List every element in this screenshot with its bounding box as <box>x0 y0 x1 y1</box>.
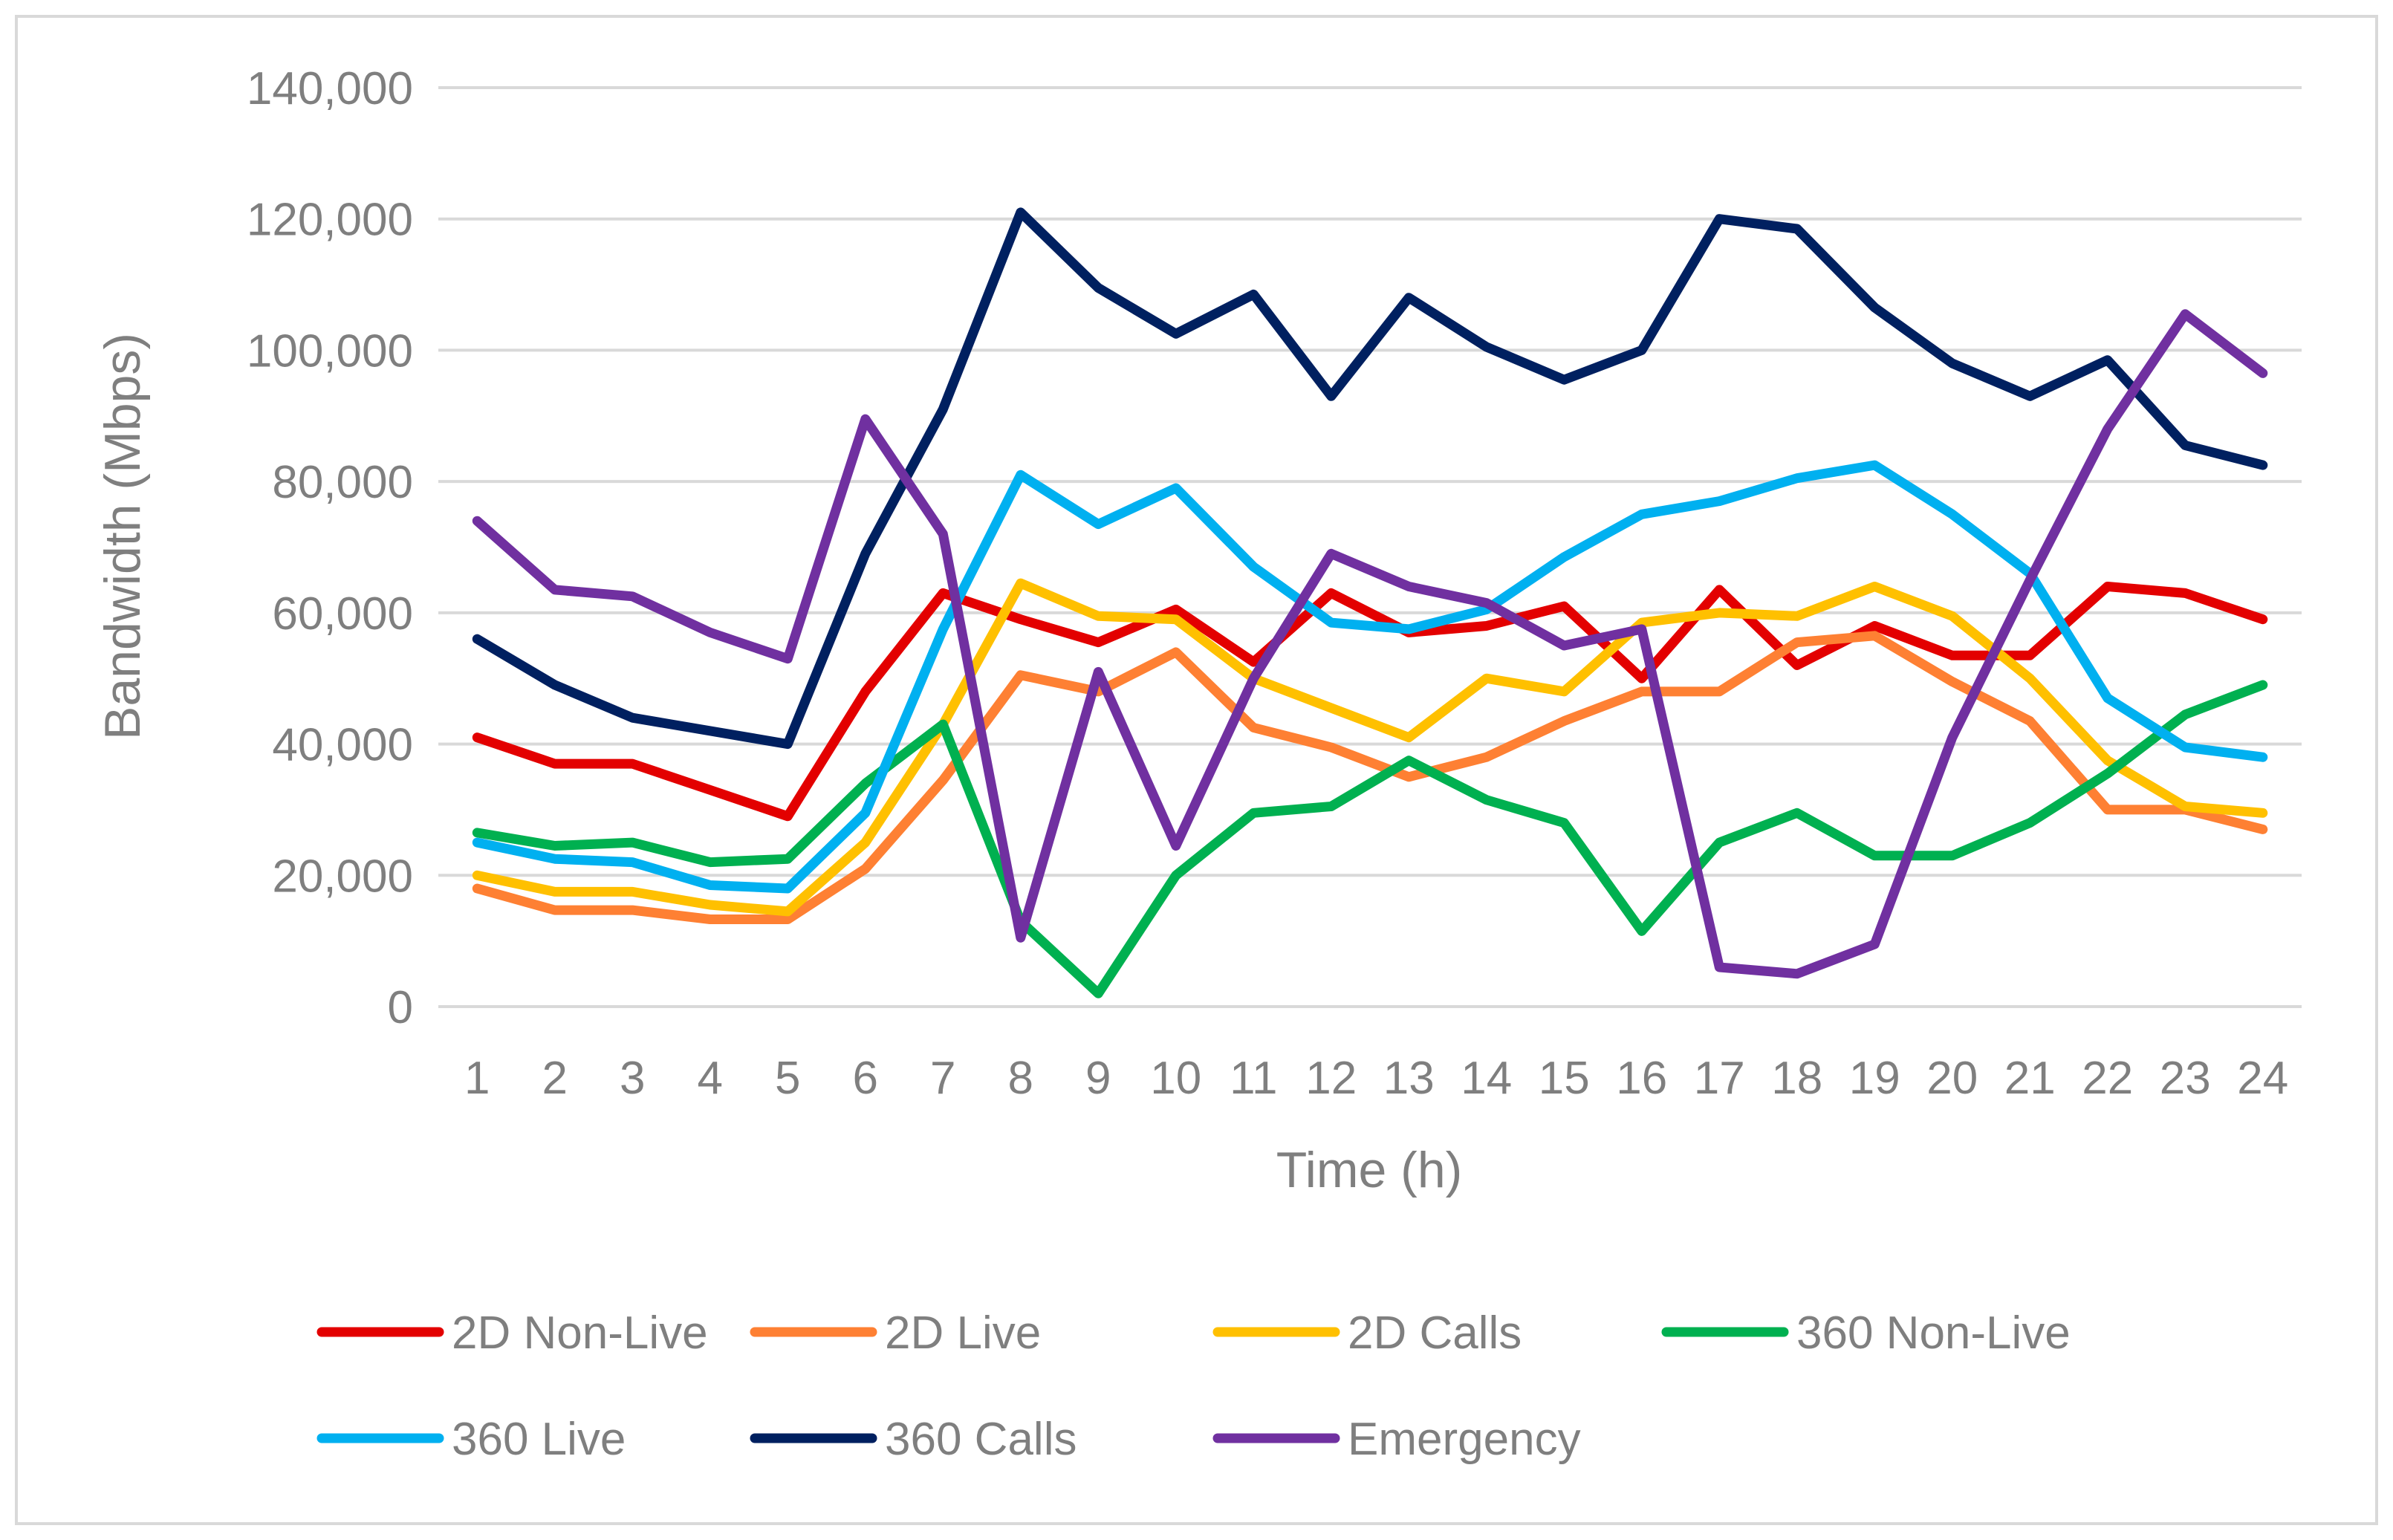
legend: 2D Non-Live 2D Live 2D Calls 360 Non-Live 36… <box>316 1307 2071 1465</box>
x-tick-label: 22 <box>2082 1053 2133 1104</box>
x-tick-label: 13 <box>1383 1053 1435 1104</box>
x-tick-label: 23 <box>2160 1053 2211 1104</box>
x-tick-label: 3 <box>620 1053 645 1104</box>
legend-label-360-calls: 360 Calls <box>885 1414 1077 1465</box>
x-tick-label: 9 <box>1085 1053 1111 1104</box>
x-tick-label: 19 <box>1849 1053 1900 1104</box>
y-tick-label: 20,000 <box>272 851 413 902</box>
y-tick-label: 60,000 <box>272 588 413 640</box>
legend-label-360-non-live: 360 Non-Live <box>1796 1307 2071 1359</box>
series-lines <box>472 207 2268 998</box>
x-tick-label: 17 <box>1694 1053 1745 1104</box>
series-line-360-live <box>472 460 2268 894</box>
x-tick-label: 12 <box>1305 1053 1357 1104</box>
series-line-2d-calls <box>472 578 2268 917</box>
x-tick-label: 18 <box>1771 1053 1822 1104</box>
legend-label-emergency: Emergency <box>1348 1414 1581 1465</box>
y-tick-label: 0 <box>388 982 413 1033</box>
x-tick-label: 11 <box>1230 1053 1277 1104</box>
x-axis-tick-labels: 1 2 3 4 5 6 7 8 9 10 11 12 13 14 15 16 17 18 19 20 21 22 23 24 <box>464 1053 2288 1104</box>
x-tick-label: 8 <box>1008 1053 1033 1104</box>
x-tick-label: 4 <box>698 1053 723 1104</box>
y-tick-label: 140,000 <box>247 63 413 114</box>
x-tick-label: 21 <box>2004 1053 2056 1104</box>
x-tick-label: 10 <box>1150 1053 1201 1104</box>
series-line-emergency <box>472 309 2268 979</box>
legend-label-360-live: 360 Live <box>452 1414 626 1465</box>
x-tick-label: 2 <box>542 1053 568 1104</box>
legend-label-2d-live: 2D Live <box>885 1307 1041 1359</box>
x-tick-label: 5 <box>775 1053 800 1104</box>
x-tick-label: 16 <box>1616 1053 1667 1104</box>
chart-frame <box>15 15 2378 1525</box>
x-tick-label: 24 <box>2237 1053 2288 1104</box>
x-axis-title: Time (h) <box>1276 1142 1463 1198</box>
x-tick-label: 7 <box>930 1053 955 1104</box>
x-tick-label: 6 <box>853 1053 878 1104</box>
x-tick-label: 1 <box>464 1053 490 1104</box>
series-line-360-non-live <box>472 680 2268 998</box>
y-tick-label: 40,000 <box>272 720 413 771</box>
gridlines <box>438 86 2302 1008</box>
y-axis-tick-labels: 0 20,000 40,000 60,000 80,000 100,000 120,000 1… <box>247 63 413 1033</box>
legend-label-2d-calls: 2D Calls <box>1348 1307 1522 1359</box>
y-axis-title: Bandwidth (Mbps) <box>94 333 151 740</box>
y-tick-label: 100,000 <box>247 325 413 377</box>
legend-label-2d-non-live: 2D Non-Live <box>452 1307 708 1359</box>
y-tick-label: 80,000 <box>272 457 413 508</box>
series-line-2d-live <box>472 631 2268 924</box>
series-line-360-calls <box>472 207 2268 750</box>
x-tick-label: 15 <box>1539 1053 1590 1104</box>
x-tick-label: 14 <box>1461 1053 1512 1104</box>
series-line-2d-non-live <box>472 582 2268 822</box>
x-tick-label: 20 <box>1926 1053 1978 1104</box>
y-tick-label: 120,000 <box>247 195 413 246</box>
